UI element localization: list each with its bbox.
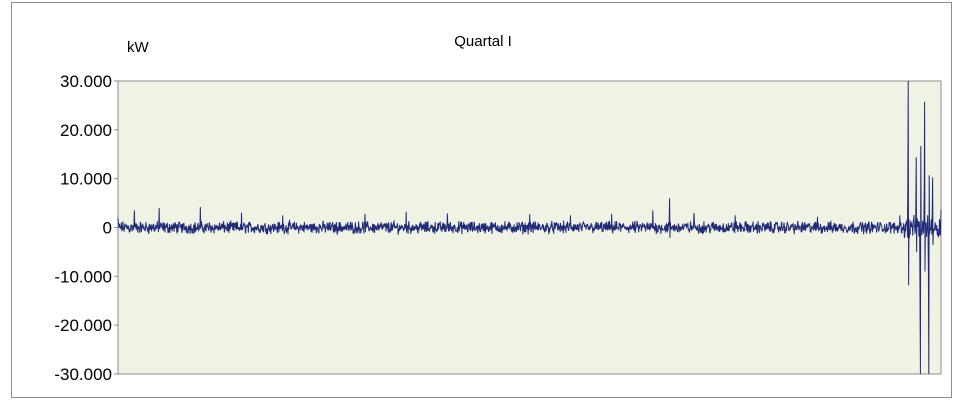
y-axis-unit-label: kW — [127, 39, 150, 56]
y-tick-label: 30.000 — [60, 72, 112, 91]
chart-title: Quartal I — [454, 33, 512, 50]
y-tick-label: -30.000 — [54, 365, 112, 384]
y-axis-ticks: 30.000 20.000 10.000 0 -10.000 -20.000 -30.000 — [54, 72, 118, 384]
series-line — [117, 80, 942, 375]
y-tick-label: 10.000 — [60, 170, 112, 189]
y-tick-label: -20.000 — [54, 316, 112, 335]
series-layer — [117, 80, 942, 375]
y-tick-label: 20.000 — [60, 121, 112, 140]
y-tick-label: -10.000 — [54, 267, 112, 286]
y-tick-label: 0 — [103, 219, 112, 238]
